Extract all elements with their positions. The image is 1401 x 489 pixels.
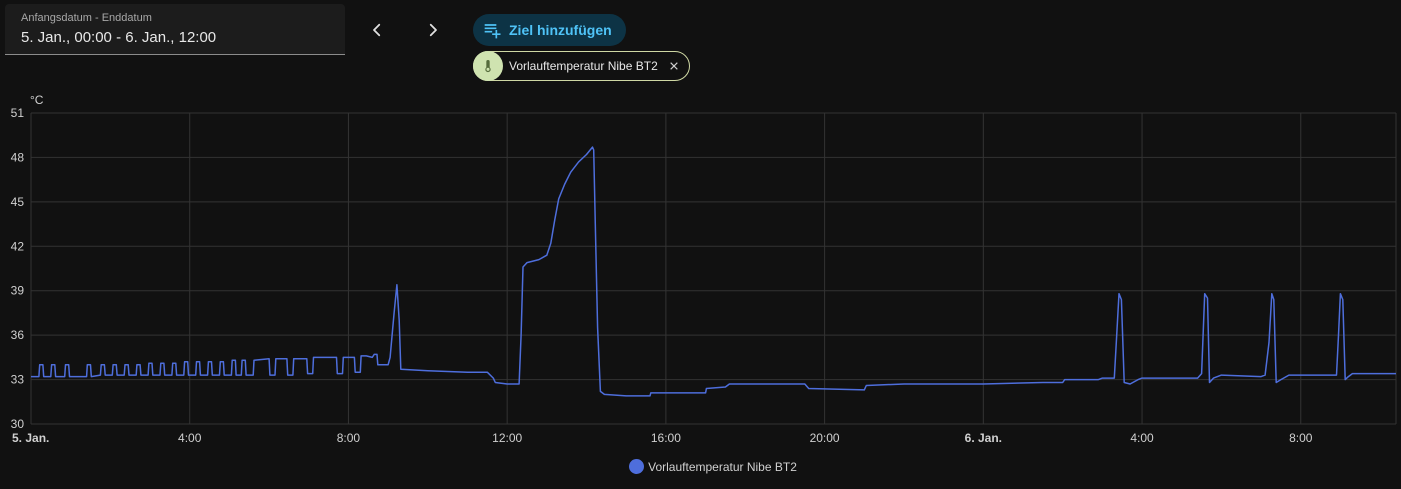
chevron-left-icon bbox=[373, 23, 381, 37]
y-tick-label: 36 bbox=[11, 328, 25, 342]
legend-color-dot bbox=[629, 459, 645, 474]
previous-period-button[interactable] bbox=[359, 12, 395, 48]
y-tick-label: 33 bbox=[11, 373, 25, 387]
entity-chip-label: Vorlauftemperatur Nibe BT2 bbox=[509, 59, 658, 73]
add-target-button[interactable]: Ziel hinzufügen bbox=[473, 14, 626, 46]
y-tick-label: 30 bbox=[11, 417, 25, 431]
series-line bbox=[31, 146, 1396, 397]
close-icon bbox=[670, 62, 678, 70]
y-tick-label: 39 bbox=[11, 284, 25, 298]
chevron-right-icon bbox=[429, 23, 437, 37]
date-range-picker[interactable]: Anfangsdatum - Enddatum 5. Jan., 00:00 -… bbox=[5, 4, 345, 55]
x-tick-label: 4:00 bbox=[1130, 431, 1154, 445]
history-chart: 30 33 36 39 42 45 48 51 5. Jan. 4:00 8:00 12:00 16:0… bbox=[11, 93, 1397, 445]
next-period-button[interactable] bbox=[415, 12, 451, 48]
x-tick-label: 20:00 bbox=[810, 431, 840, 445]
entity-chip[interactable]: Vorlauftemperatur Nibe BT2 bbox=[473, 51, 690, 81]
playlist-plus-icon bbox=[484, 24, 501, 39]
legend-item[interactable]: Vorlauftemperatur Nibe BT2 bbox=[629, 459, 797, 474]
y-tick-label: 45 bbox=[11, 195, 25, 209]
x-tick-label: 4:00 bbox=[178, 431, 202, 445]
date-range-label: Anfangsdatum - Enddatum bbox=[21, 12, 152, 24]
legend-label: Vorlauftemperatur Nibe BT2 bbox=[648, 459, 797, 474]
x-tick-label: 6. Jan. bbox=[965, 431, 1002, 445]
y-tick-label: 42 bbox=[11, 239, 25, 253]
x-tick-label: 16:00 bbox=[651, 431, 681, 445]
x-tick-label: 8:00 bbox=[1289, 431, 1313, 445]
thermometer-icon bbox=[485, 60, 491, 73]
chart-legend: Vorlauftemperatur Nibe BT2 bbox=[0, 459, 1401, 474]
chip-avatar bbox=[473, 51, 503, 81]
x-tick-label: 8:00 bbox=[337, 431, 361, 445]
x-tick-label: 12:00 bbox=[492, 431, 522, 445]
y-axis-unit: °C bbox=[30, 93, 44, 107]
date-range-value: 5. Jan., 00:00 - 6. Jan., 12:00 bbox=[21, 29, 217, 46]
y-tick-label: 48 bbox=[11, 150, 25, 164]
remove-entity-button[interactable] bbox=[667, 59, 681, 73]
add-target-label: Ziel hinzufügen bbox=[509, 22, 612, 38]
x-tick-label: 5. Jan. bbox=[12, 431, 49, 445]
y-tick-label: 51 bbox=[11, 106, 25, 120]
